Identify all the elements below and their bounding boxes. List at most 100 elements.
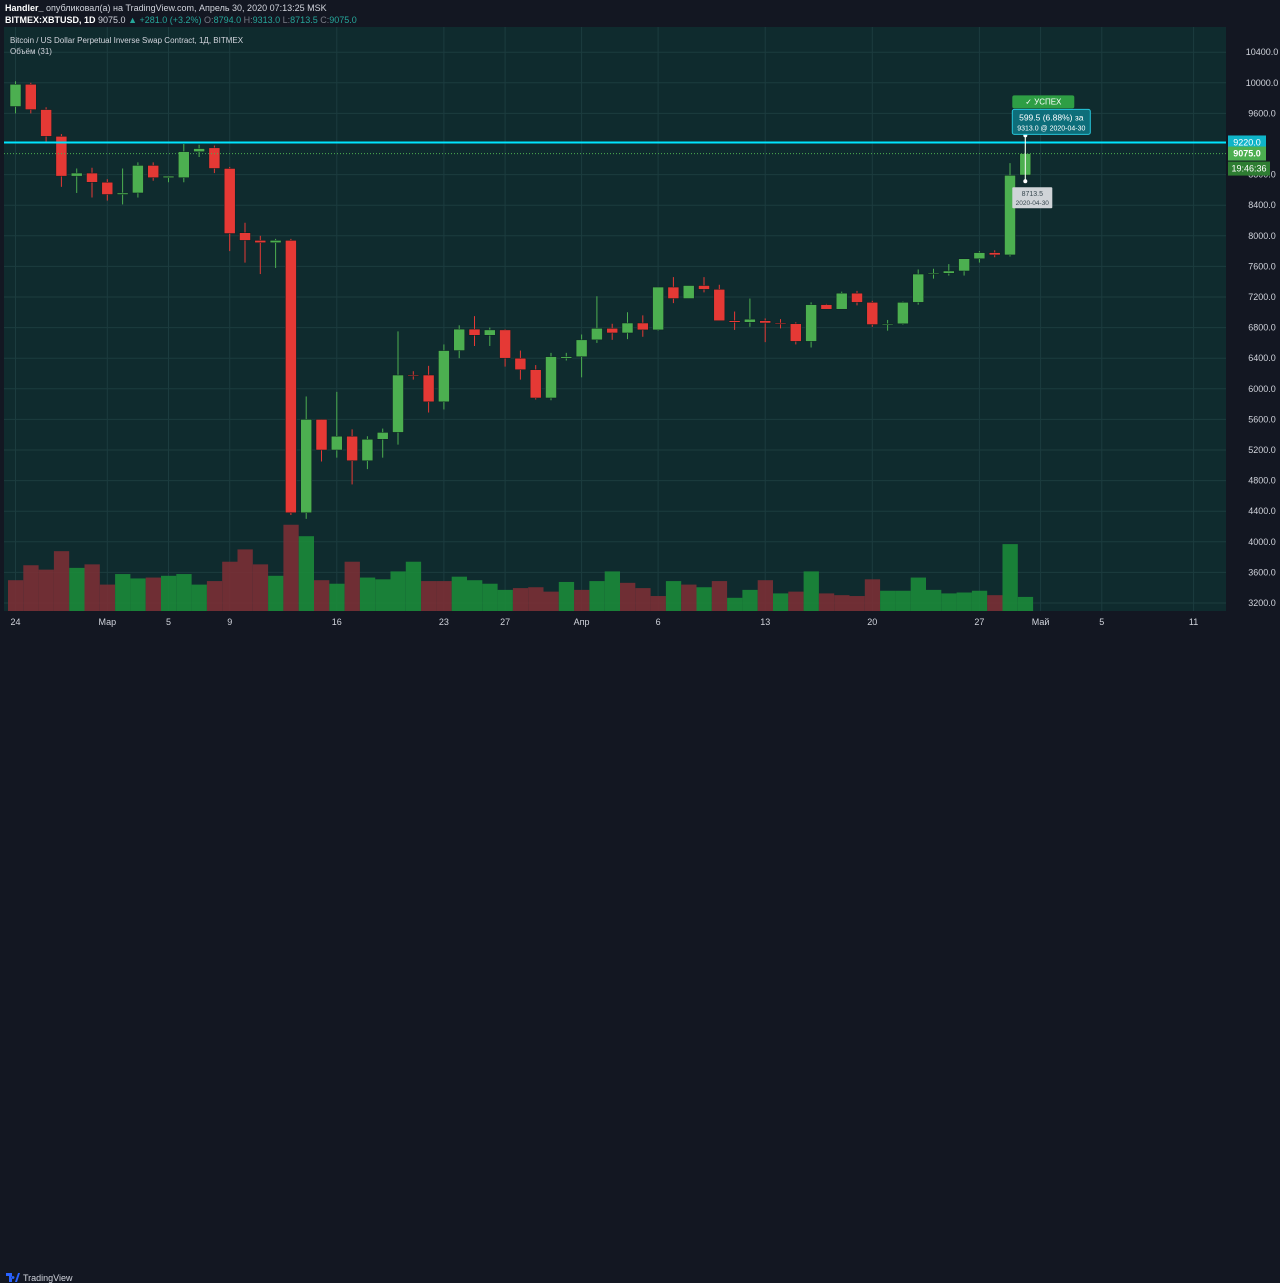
tradingview-logo[interactable]: TradingView: [6, 1273, 73, 1283]
candle-body: [147, 165, 159, 178]
candle-body: [361, 439, 374, 461]
candle-body: [132, 165, 144, 194]
countdown-box: [1228, 161, 1270, 176]
volume-bar: [145, 577, 161, 611]
volume-bar: [971, 590, 988, 611]
candle-body: [927, 273, 940, 275]
candle-body: [713, 289, 726, 321]
y-tick-label: 10000.0: [1246, 78, 1279, 88]
volume-bar: [910, 577, 926, 611]
candle-body: [790, 323, 802, 342]
candle-body: [988, 252, 1001, 256]
candle-body: [881, 323, 894, 326]
volume-bar: [467, 580, 483, 611]
volume-bar: [512, 588, 529, 611]
price-axis[interactable]: [1226, 27, 1280, 611]
candle-body: [422, 374, 435, 403]
volume-bar: [329, 583, 345, 611]
measure-bottom-dot: [1023, 179, 1028, 184]
volume-bar: [650, 596, 666, 611]
volume-bar: [941, 593, 957, 611]
volume-bar: [115, 574, 131, 611]
chart-header: Handler_ опубликовал(а) на TradingView.c…: [0, 0, 1280, 27]
candle-body: [637, 322, 649, 331]
volume-bar: [604, 571, 620, 611]
candle-body: [392, 374, 404, 433]
y-tick-label: 4000.0: [1248, 537, 1276, 547]
volume-bar: [344, 561, 360, 611]
volume-bar: [451, 576, 467, 611]
volume-bar: [696, 587, 712, 611]
y-tick-label: 10400.0: [1246, 47, 1279, 57]
x-tick-label: 13: [760, 617, 770, 627]
volume-bar: [237, 549, 253, 611]
author-name[interactable]: Handler_: [5, 3, 44, 13]
ohlc-line: BITMEX:XBTUSD, 1D 9075.0 ▲ +281.0 (+3.2%…: [5, 15, 357, 25]
y-tick-label: 3600.0: [1248, 567, 1276, 577]
volume-bar: [757, 580, 773, 611]
candle-body: [774, 322, 787, 325]
current-price-label: 9075.0: [1233, 149, 1261, 159]
volume-bar: [405, 561, 422, 611]
candle-body: [973, 252, 986, 260]
candle-body: [468, 328, 481, 336]
candle-body: [698, 285, 710, 290]
volume-bar: [788, 591, 804, 611]
y-tick-label: 6000.0: [1248, 384, 1276, 394]
volume-bar: [635, 588, 651, 611]
volume-bar: [543, 591, 559, 611]
y-tick-label: 7600.0: [1248, 261, 1276, 271]
volume-bar: [558, 581, 575, 611]
volume-bar: [436, 581, 452, 611]
candle-body: [591, 328, 603, 341]
volume-bar: [268, 575, 284, 611]
candle-body: [285, 240, 297, 513]
low-value: 8713.5: [290, 15, 318, 25]
volume-bar: [130, 578, 146, 611]
y-tick-label: 9600.0: [1248, 108, 1276, 118]
x-tick-label: 11: [1189, 617, 1198, 627]
last-price: 9075.0: [98, 15, 126, 25]
high-label: H:: [243, 15, 253, 25]
candle-body: [346, 435, 358, 461]
x-tick-label: 16: [332, 617, 342, 627]
volume-bar: [880, 590, 896, 611]
volume-bar: [222, 561, 238, 611]
level-price-label: 9220.0: [1233, 137, 1261, 147]
candle-body: [866, 302, 879, 325]
volume-bar: [574, 589, 590, 611]
measure-text-high: 9313.0 @ 2020-04-30: [1017, 125, 1085, 132]
volume-bar: [38, 569, 54, 611]
x-tick-label: Май: [1032, 617, 1050, 627]
candle-body: [897, 302, 909, 325]
volume-bar: [1002, 544, 1018, 611]
volume-bar: [421, 581, 437, 611]
volume-bar: [711, 581, 728, 611]
candle-body: [652, 286, 664, 331]
candle-body: [208, 147, 221, 169]
candle-body: [682, 285, 695, 299]
measure-badge-text: ✓ УСПЕХ: [1025, 97, 1062, 106]
current-price-box: [1228, 146, 1266, 161]
volume-bar: [589, 581, 605, 611]
volume-bar: [849, 596, 865, 611]
candle-body: [193, 148, 205, 152]
symbol-label: BITMEX:XBTUSD, 1D: [5, 15, 96, 25]
candle-body: [575, 339, 588, 357]
volume-bar: [161, 575, 177, 611]
volume-bar: [69, 567, 85, 611]
open-value: 8794.0: [213, 15, 242, 25]
candle-body: [744, 318, 756, 323]
y-tick-label: 4800.0: [1248, 476, 1276, 486]
chart-legend-title: Bitcoin / US Dollar Perpetual Inverse Sw…: [10, 36, 244, 45]
candle-body: [55, 136, 68, 177]
volume-bar: [864, 579, 881, 611]
volume-bar: [895, 590, 911, 611]
candlestick-chart[interactable]: 3200.03600.04000.04400.04800.05200.05600…: [0, 0, 1280, 657]
time-axis[interactable]: [4, 611, 1226, 633]
x-tick-label: 5: [166, 617, 171, 627]
volume-bar: [482, 583, 498, 611]
candle-body: [560, 356, 573, 359]
candle-body: [453, 328, 465, 351]
volume-bar: [390, 571, 406, 611]
